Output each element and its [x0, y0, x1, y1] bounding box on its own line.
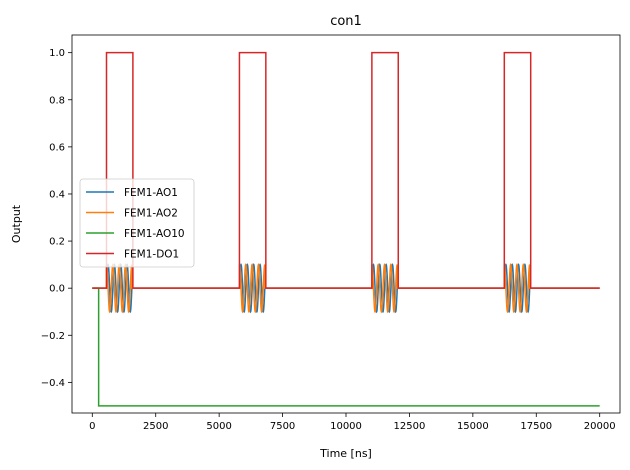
y-tick-label: −0.2 [41, 331, 65, 342]
y-tick-label: 0.4 [49, 189, 65, 200]
plot-area [92, 51, 600, 407]
x-tick-label: 10000 [330, 421, 362, 432]
x-tick-label: 15000 [457, 421, 489, 432]
legend: FEM1-AO1 FEM1-AO2 FEM1-AO10 FEM1-DO1 [79, 178, 195, 268]
chart-title: con1 [330, 14, 362, 29]
x-axis: 0 2500 5000 7500 10000 12500 15000 17500 20000 [89, 413, 616, 432]
y-tick-label: −0.4 [41, 378, 65, 389]
y-tick-label: 0.8 [49, 95, 65, 106]
legend-label: FEM1-AO10 [124, 228, 185, 240]
legend-label: FEM1-AO1 [124, 187, 178, 199]
legend-label: FEM1-DO1 [124, 249, 179, 261]
y-axis: −0.4 −0.2 0.0 0.2 0.4 0.6 0.8 1.0 [41, 48, 72, 389]
x-tick-label: 7500 [270, 421, 295, 432]
x-tick-label: 17500 [520, 421, 552, 432]
x-tick-label: 5000 [206, 421, 231, 432]
x-tick-label: 12500 [394, 421, 426, 432]
y-tick-label: 1.0 [49, 48, 65, 59]
y-tick-label: 0.0 [49, 284, 65, 295]
y-tick-label: 0.6 [49, 142, 65, 153]
x-tick-label: 2500 [143, 421, 168, 432]
y-axis-label: Output [10, 204, 23, 243]
legend-box [79, 178, 195, 268]
legend-label: FEM1-AO2 [124, 208, 178, 220]
x-tick-label: 0 [89, 421, 95, 432]
y-tick-label: 0.2 [49, 237, 65, 248]
series-line-fem1-do1 [92, 51, 600, 289]
x-axis-label: Time [ns] [319, 447, 372, 460]
x-tick-label: 20000 [584, 421, 616, 432]
